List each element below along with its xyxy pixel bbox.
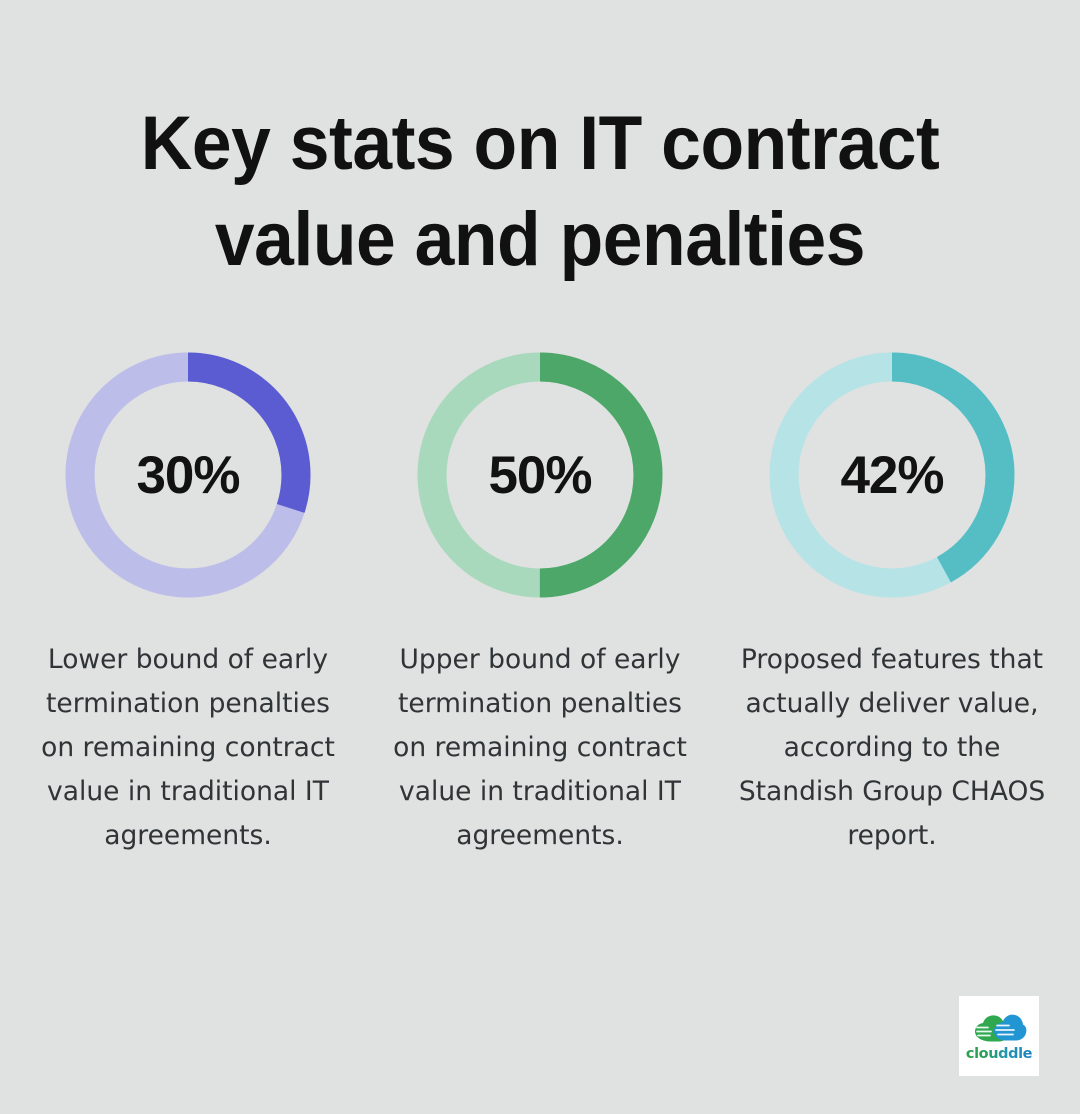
donut-fill-3 bbox=[769, 352, 1015, 598]
stat-caption-3: Proposed features that actually deliver … bbox=[738, 644, 1046, 851]
page-title-line-1: Key stats on IT contract bbox=[140, 101, 940, 186]
clouddle-cloud-logo-icon bbox=[975, 1014, 1027, 1041]
donut-value-3: 42% bbox=[840, 445, 944, 505]
stat-caption-2: Upper bound of early termination penalti… bbox=[393, 644, 687, 851]
donut-fill-1 bbox=[65, 352, 311, 598]
stats-row: 30% Lower bound of early termination pen… bbox=[0, 352, 1080, 858]
stat-card-1: 30% Lower bound of early termination pen… bbox=[22, 352, 354, 858]
donut-chart-1: 30% bbox=[65, 352, 311, 598]
brand-logo: clouddle bbox=[959, 996, 1039, 1076]
donut-svg-1 bbox=[65, 352, 311, 598]
page-title: Key stats on IT contract value and penal… bbox=[0, 96, 1080, 288]
donut-svg-2 bbox=[417, 352, 663, 598]
donut-chart-2: 50% bbox=[417, 352, 663, 598]
donut-fill-2 bbox=[417, 352, 663, 598]
donut-value-1: 30% bbox=[136, 445, 240, 505]
page-title-line-2: value and penalties bbox=[214, 197, 866, 282]
brand-wordmark: clouddle bbox=[965, 1045, 1033, 1062]
stat-card-2: 50% Upper bound of early termination pen… bbox=[374, 352, 706, 858]
donut-value-2: 50% bbox=[488, 445, 592, 505]
donut-chart-3: 42% bbox=[769, 352, 1015, 598]
stat-card-3: 42% Proposed features that actually deli… bbox=[726, 352, 1058, 858]
donut-svg-3 bbox=[769, 352, 1015, 598]
stat-caption-1: Lower bound of early termination penalti… bbox=[41, 644, 335, 851]
